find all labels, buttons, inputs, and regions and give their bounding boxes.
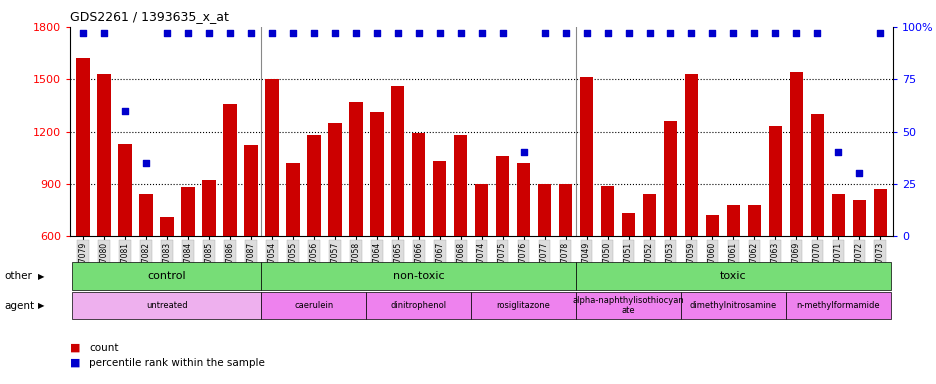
Bar (663, 121, 677, 341)
Bar (622, 214, 635, 341)
Bar (558, 184, 572, 341)
Point (411, 30, 426, 36)
Point (621, 30, 636, 36)
Point (599, 30, 614, 36)
Point (704, 30, 719, 36)
Point (578, 30, 593, 36)
Bar (600, 185, 614, 341)
Point (809, 30, 824, 36)
Bar (517, 163, 530, 341)
Point (389, 30, 404, 36)
Bar (348, 102, 362, 341)
Point (117, 108, 132, 114)
Point (96, 30, 111, 36)
Point (75, 30, 90, 36)
Bar (202, 180, 215, 341)
Text: percentile rank within the sample: percentile rank within the sample (89, 358, 265, 368)
Text: caerulein: caerulein (294, 301, 333, 310)
Point (558, 30, 573, 36)
Text: ■: ■ (70, 358, 80, 368)
Bar (537, 184, 550, 341)
Point (851, 170, 866, 177)
Bar (243, 146, 257, 341)
Bar (642, 194, 655, 341)
Point (139, 160, 154, 166)
Bar (789, 72, 802, 341)
Point (872, 30, 887, 36)
Text: dimethylnitrosamine: dimethylnitrosamine (689, 301, 776, 310)
Bar (181, 187, 195, 341)
Bar (453, 135, 467, 341)
Text: ■: ■ (70, 343, 80, 353)
Point (431, 30, 446, 36)
Point (768, 30, 782, 36)
Point (306, 30, 321, 36)
Text: rosiglitazone: rosiglitazone (496, 301, 550, 310)
Bar (872, 189, 886, 341)
Point (516, 149, 531, 156)
Text: control: control (147, 271, 186, 281)
Point (180, 30, 195, 36)
Point (663, 30, 678, 36)
Text: n-methylformamide: n-methylformamide (796, 301, 879, 310)
Bar (160, 217, 173, 341)
Text: toxic: toxic (720, 271, 746, 281)
Point (243, 30, 258, 36)
Point (159, 30, 174, 36)
Point (830, 149, 845, 156)
Point (327, 30, 342, 36)
Bar (747, 205, 760, 341)
Bar (223, 104, 237, 341)
Text: GDS2261 / 1393635_x_at: GDS2261 / 1393635_x_at (70, 10, 229, 23)
Point (474, 30, 489, 36)
Text: agent: agent (5, 301, 35, 311)
Bar (76, 58, 90, 341)
Text: dinitrophenol: dinitrophenol (390, 301, 446, 310)
Text: ▶: ▶ (37, 271, 44, 281)
Bar (810, 114, 824, 341)
Bar (852, 200, 865, 341)
Bar (412, 133, 425, 341)
Point (641, 30, 656, 36)
Bar (285, 163, 300, 341)
Text: alpha-naphthylisothiocyan
ate: alpha-naphthylisothiocyan ate (572, 296, 683, 315)
Point (264, 30, 279, 36)
Bar (370, 113, 383, 341)
Point (201, 30, 216, 36)
Text: other: other (5, 271, 33, 281)
Point (725, 30, 740, 36)
Bar (390, 86, 404, 341)
Bar (265, 79, 278, 341)
Point (746, 30, 761, 36)
Bar (579, 78, 592, 341)
Bar (768, 126, 782, 341)
Text: non-toxic: non-toxic (392, 271, 444, 281)
Bar (684, 74, 697, 341)
Bar (328, 123, 341, 341)
Point (222, 30, 237, 36)
Text: untreated: untreated (146, 301, 187, 310)
Bar (307, 135, 320, 341)
Point (536, 30, 551, 36)
Point (369, 30, 384, 36)
Bar (432, 161, 446, 341)
Point (494, 30, 509, 36)
Point (453, 30, 468, 36)
Point (788, 30, 803, 36)
Bar (705, 215, 719, 341)
Bar (97, 74, 110, 341)
Bar (118, 144, 132, 341)
Bar (725, 205, 739, 341)
Bar (475, 184, 488, 341)
Bar (830, 194, 844, 341)
Point (348, 30, 363, 36)
Point (285, 30, 300, 36)
Point (683, 30, 698, 36)
Text: ▶: ▶ (37, 301, 44, 310)
Bar (495, 156, 509, 341)
Text: count: count (89, 343, 118, 353)
Bar (139, 194, 153, 341)
